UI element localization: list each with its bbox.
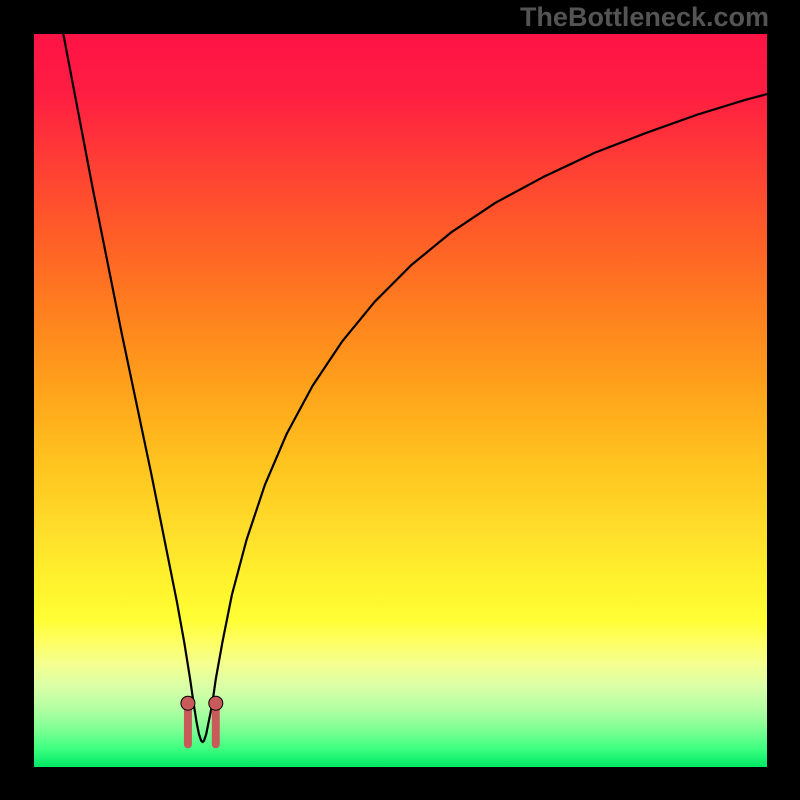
chart-svg bbox=[34, 34, 767, 767]
figure-container: TheBottleneck.com bbox=[0, 0, 800, 800]
gradient-background bbox=[34, 34, 767, 767]
plot-area bbox=[34, 34, 767, 767]
watermark-text: TheBottleneck.com bbox=[520, 2, 769, 33]
marker-cap bbox=[181, 696, 195, 710]
marker-cap bbox=[209, 696, 223, 710]
